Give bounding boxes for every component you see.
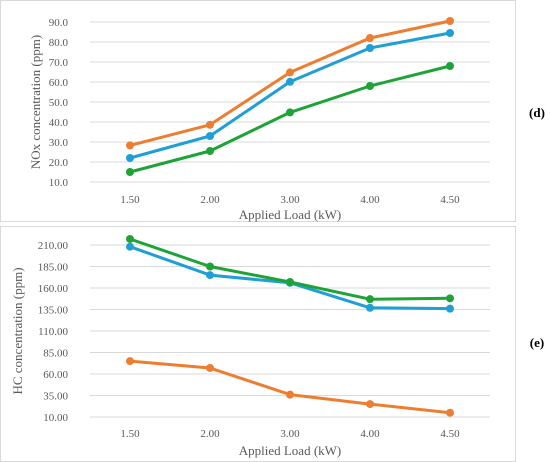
data-point-green [206, 262, 214, 271]
chart-e-frame [0, 226, 516, 462]
y-tick-label: 30.0 [49, 137, 69, 149]
data-point-orange [366, 34, 374, 42]
y-tick-label: 80.0 [49, 37, 69, 49]
data-point-orange [446, 408, 454, 417]
data-point-blue [446, 29, 454, 37]
chart-d-y-axis-title: NOx concentration (ppm) [28, 35, 43, 169]
y-tick-label: 10.0 [49, 177, 69, 189]
data-point-blue [206, 132, 214, 140]
y-tick-label: 10.00 [43, 412, 68, 424]
chart-e: 10.00 35.00 60.00 85.00 110.00 135.00 160.00 18… [10, 234, 544, 458]
y-tick-label: 90.0 [49, 17, 69, 29]
data-point-blue [126, 242, 134, 251]
series-line-green [128, 237, 452, 301]
data-point-blue [126, 154, 134, 162]
chart-d-frame [0, 0, 516, 222]
data-point-green [366, 295, 374, 304]
data-point-green [446, 294, 454, 303]
y-tick-label: 20.0 [49, 157, 69, 169]
data-point-orange [446, 17, 454, 25]
data-point-orange [286, 68, 294, 77]
y-tick-label: 85.00 [43, 348, 68, 360]
data-point-orange [206, 120, 214, 129]
y-tick-label: 40.0 [49, 117, 69, 129]
chart-d-x-axis-title: Applied Load (kW) [239, 207, 342, 222]
y-tick-label: 135.00 [38, 305, 69, 317]
x-tick-label: 4.00 [360, 194, 380, 206]
x-tick-label: 1.50 [120, 194, 140, 206]
y-tick-label: 185.00 [38, 262, 69, 274]
y-tick-label: 60.0 [49, 77, 69, 89]
data-point-green [126, 234, 134, 243]
chart-e-panel-label: (e) [530, 335, 544, 350]
y-tick-label: 160.00 [38, 283, 69, 295]
chart-e-x-ticks: 1.50 2.00 3.00 4.00 4.50 [120, 428, 460, 440]
data-point-blue [446, 304, 454, 313]
y-tick-label: 70.0 [49, 57, 69, 69]
data-point-green [126, 168, 134, 176]
chart-d-series [126, 17, 454, 176]
chart-d-y-ticks: 10.0 20.0 30.0 40.0 50.0 60.0 70.0 80.0 90.0 [49, 17, 69, 189]
x-tick-label: 4.50 [440, 194, 460, 206]
y-tick-label: 210.00 [38, 240, 69, 252]
chart-e-x-axis-title: Applied Load (kW) [239, 443, 342, 458]
data-point-green [446, 62, 454, 70]
data-point-orange [126, 357, 134, 366]
chart-e-y-axis-title: HC concentration (ppm) [10, 267, 25, 394]
chart-e-y-ticks: 10.00 35.00 60.00 85.00 110.00 135.00 160.00 18… [38, 240, 69, 424]
y-tick-label: 50.0 [49, 97, 69, 109]
chart-d-panel-label: (d) [529, 105, 545, 120]
data-point-blue [206, 271, 214, 280]
series-line-blue [128, 31, 452, 160]
data-point-green [286, 277, 294, 286]
x-tick-label: 2.00 [200, 428, 220, 440]
data-point-orange [366, 400, 374, 409]
data-point-orange [126, 141, 134, 150]
y-tick-label: 60.00 [43, 369, 68, 381]
data-point-blue [366, 303, 374, 312]
series-line-orange [128, 359, 452, 415]
chart-d-gridlines [90, 21, 490, 183]
chart-d: 10.0 20.0 30.0 40.0 50.0 60.0 70.0 80.0 90.0 1.5… [28, 17, 545, 222]
data-point-green [286, 108, 294, 117]
y-tick-label: 110.00 [38, 326, 68, 338]
x-tick-label: 3.00 [280, 194, 300, 206]
x-tick-label: 1.50 [120, 428, 140, 440]
x-tick-label: 2.00 [200, 194, 220, 206]
chart-d-x-ticks: 1.50 2.00 3.00 4.00 4.50 [120, 194, 460, 206]
y-tick-label: 35.00 [43, 391, 68, 403]
data-point-orange [286, 390, 294, 399]
x-tick-label: 4.00 [360, 428, 380, 440]
data-point-blue [286, 77, 294, 86]
data-point-green [366, 82, 374, 90]
data-point-green [206, 147, 214, 155]
x-tick-label: 3.00 [280, 428, 300, 440]
data-point-orange [206, 363, 214, 372]
data-point-blue [366, 44, 374, 52]
chart-e-series [126, 234, 454, 417]
x-tick-label: 4.50 [440, 428, 460, 440]
